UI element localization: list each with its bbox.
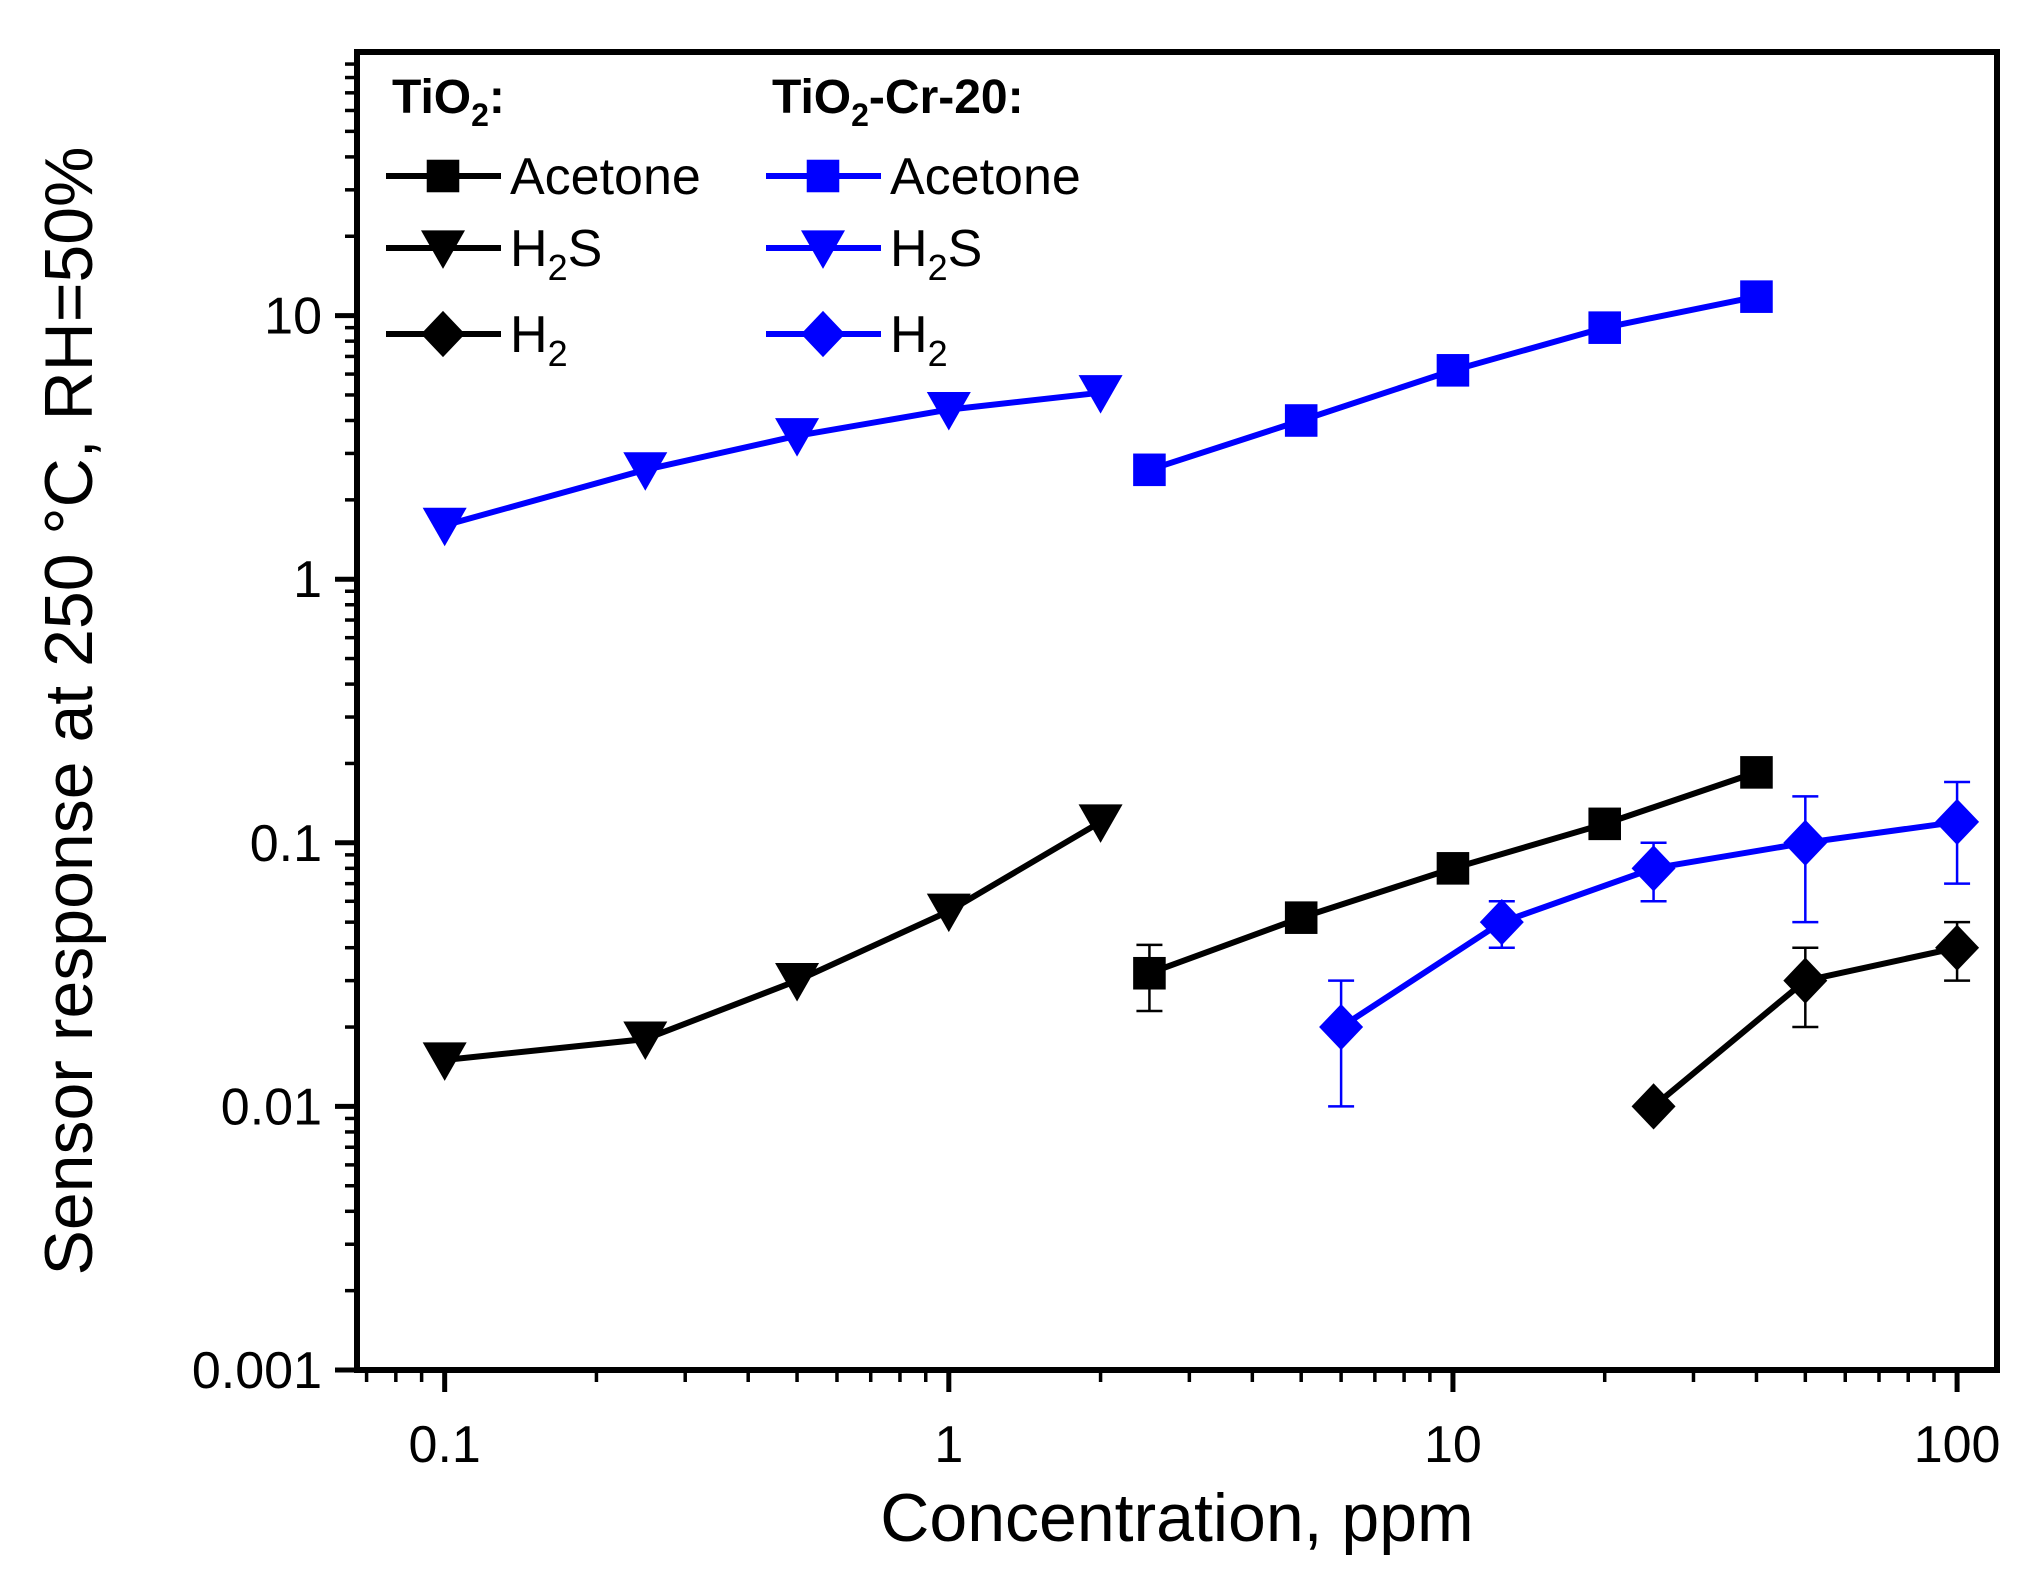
x-tick-label: 1 (934, 1416, 963, 1474)
triangle-down-marker (1078, 804, 1123, 843)
data-series (422, 280, 1980, 1130)
plot-area (354, 49, 2000, 1373)
y-tick-label: 0.01 (221, 1078, 322, 1136)
square-marker (1436, 354, 1470, 387)
triangle-down-marker (422, 507, 467, 547)
triangle-down-marker (801, 230, 845, 269)
series-group (1133, 756, 1773, 1013)
series-group (1319, 780, 1980, 1108)
axis-ticks (335, 62, 1960, 1392)
series-group (422, 375, 1123, 547)
square-marker (1588, 807, 1621, 841)
legend-group-heading: TiO2: (392, 71, 505, 133)
x-axis-title: Concentration, ppm (880, 1480, 1473, 1556)
legend-label: Acetone (890, 148, 1081, 206)
axis-tick-labels: 0.1 1 10 100 0.001 0.01 0.1 1 10 (192, 288, 2001, 1474)
diamond-marker (421, 310, 465, 358)
legend-entry: Acetone (386, 148, 701, 206)
triangle-down-marker (623, 1021, 668, 1061)
y-tick-label: 1 (293, 551, 322, 609)
diamond-marker (1935, 924, 1980, 971)
legend-label: H2S (890, 220, 982, 288)
legend-label: Acetone (510, 148, 701, 206)
legend-entry: Acetone (766, 148, 1081, 206)
square-marker (1133, 453, 1166, 487)
legend-entry: H2S (386, 220, 602, 288)
legend-entry: H2 (766, 306, 948, 374)
series-line (444, 819, 1103, 1063)
legend-entry: H2S (766, 220, 982, 288)
legend: TiO2: TiO2-Cr-20: Acetone H2S H2 Acetone H2S H2 (386, 71, 1081, 374)
triangle-down-marker (775, 418, 820, 457)
diamond-marker (801, 310, 845, 358)
square-marker (1740, 756, 1773, 789)
x-tick-label: 0.1 (409, 1416, 481, 1474)
legend-group-heading: TiO2-Cr-20: (772, 71, 1024, 133)
triangle-down-marker (775, 963, 820, 1002)
x-tick-label: 10 (1424, 1416, 1482, 1474)
square-marker (1436, 852, 1470, 885)
diamond-marker (1319, 1003, 1364, 1051)
legend-entry: H2 (386, 306, 568, 374)
series-group (422, 804, 1123, 1081)
square-marker (1740, 280, 1773, 313)
y-tick-label: 0.001 (192, 1342, 322, 1400)
plot-frame (354, 49, 2000, 1373)
y-tick-label: 10 (264, 288, 322, 346)
triangle-down-marker (1078, 375, 1123, 414)
triangle-down-marker (926, 391, 971, 431)
series-line (443, 389, 1101, 529)
triangle-down-marker (926, 893, 971, 933)
square-marker (1588, 311, 1621, 344)
square-marker (1133, 956, 1166, 990)
square-marker (1284, 901, 1318, 934)
diamond-marker (1783, 957, 1828, 1004)
series-group (1133, 280, 1773, 487)
square-marker (426, 159, 460, 193)
diamond-marker (1479, 899, 1524, 946)
diamond-marker (1935, 798, 1980, 846)
legend-label: H2S (510, 220, 602, 288)
diamond-marker (1783, 819, 1828, 866)
triangle-down-marker (422, 1042, 467, 1081)
square-marker (1284, 404, 1318, 437)
legend-label: H2 (890, 306, 948, 374)
triangle-down-marker (623, 452, 668, 491)
triangle-down-marker (421, 230, 465, 269)
x-tick-label: 100 (1914, 1416, 2001, 1474)
y-axis-title: Sensor response at 250 °C, RH=50% (31, 146, 107, 1275)
diamond-marker (1631, 1083, 1676, 1130)
diamond-marker (1631, 845, 1676, 892)
series-group (1631, 920, 1980, 1130)
y-tick-label: 0.1 (250, 815, 322, 873)
legend-label: H2 (510, 306, 568, 374)
square-marker (806, 159, 840, 193)
